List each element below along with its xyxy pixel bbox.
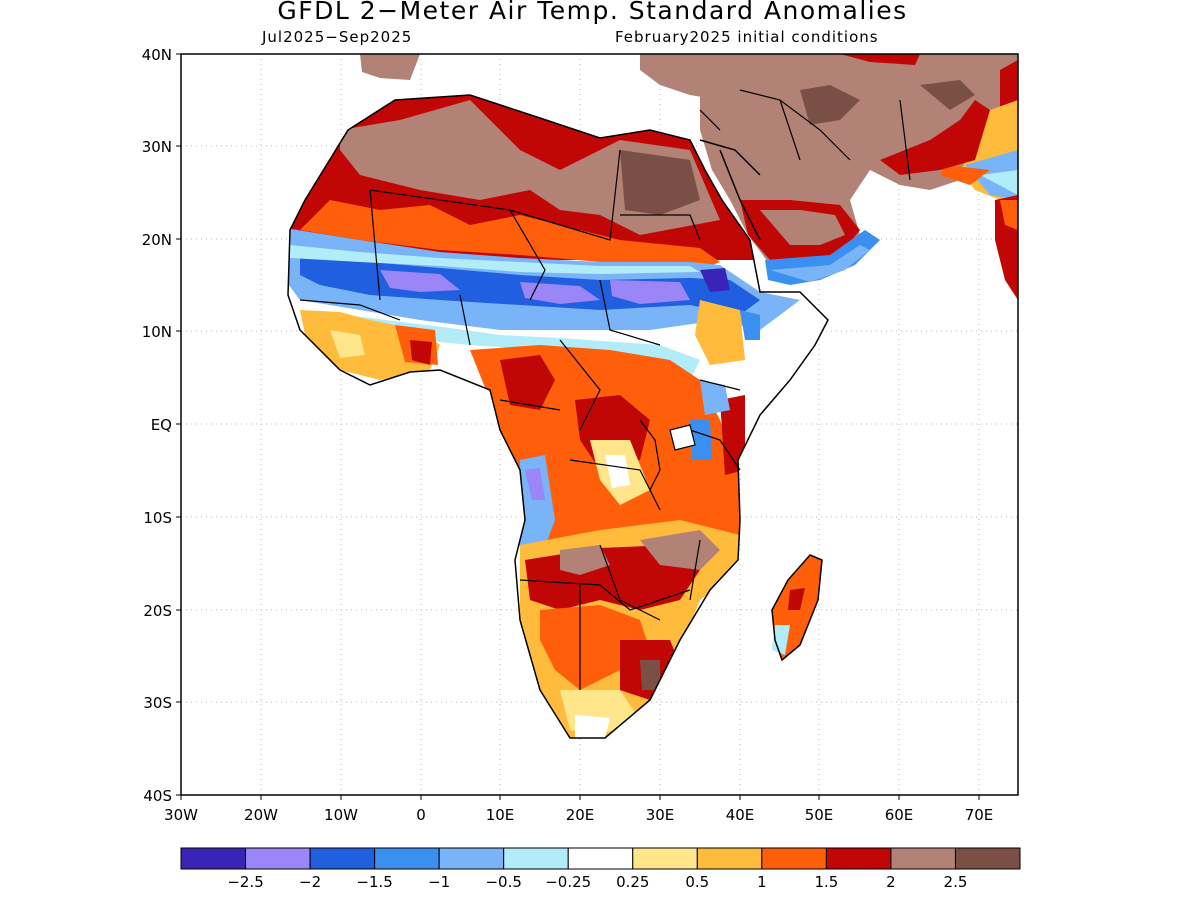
colorbar-swatch	[696, 847, 763, 870]
initial-conditions: February2025 initial conditions	[615, 28, 879, 46]
lat-label: 10S	[143, 509, 172, 527]
colorbar-label: −1	[428, 873, 450, 891]
lon-label: 10W	[324, 806, 358, 824]
colorbar-swatch	[954, 847, 1021, 870]
colorbar-label: −0.25	[545, 873, 591, 891]
lon-label: 40E	[726, 806, 755, 824]
lon-label: 60E	[885, 806, 914, 824]
lon-label: 70E	[965, 806, 994, 824]
colorbar-swatch	[438, 847, 505, 870]
colorbar-label: −2	[299, 873, 321, 891]
lat-label: 20S	[143, 602, 172, 620]
colorbar-label: 0.25	[616, 873, 649, 891]
colorbar-swatch	[180, 847, 247, 870]
lat-label: EQ	[151, 416, 172, 434]
lon-label: 20E	[566, 806, 595, 824]
lon-label: 20W	[244, 806, 278, 824]
colorbar-swatch	[309, 847, 376, 870]
lat-label: 10N	[142, 323, 172, 341]
lat-label: 20N	[142, 231, 172, 249]
lon-label: 10E	[486, 806, 515, 824]
forecast-period: Jul2025−Sep2025	[262, 28, 413, 46]
country-borders	[299, 89, 911, 690]
lon-label: 30E	[646, 806, 675, 824]
colorbar-swatch	[503, 847, 569, 870]
colorbar-label: −1.5	[356, 873, 392, 891]
colorbar-label: 2.5	[944, 873, 968, 891]
colorbar-label: 2	[886, 873, 896, 891]
chart-title: GFDL 2−Meter Air Temp. Standard Anomalie…	[277, 0, 908, 25]
colorbar-label: 1	[757, 873, 767, 891]
africa-anomalies	[288, 95, 800, 738]
lat-label: 40N	[142, 46, 172, 64]
lat-label: 30S	[143, 694, 172, 712]
colorbar-swatch	[761, 847, 827, 870]
colorbar-swatch	[825, 847, 892, 870]
colorbar-swatch	[632, 847, 698, 870]
colorbar-legend	[180, 847, 1021, 870]
lon-label: 30W	[164, 806, 198, 824]
colorbar-swatch	[567, 847, 634, 870]
colorbar-label: 1.5	[814, 873, 838, 891]
colorbar-labels: −2.5 −2 −1.5 −1 −0.5 −0.25 0.25 0.5 1 1.5 2 2.5	[227, 873, 967, 891]
colorbar-label: −2.5	[227, 873, 263, 891]
lat-label: 30N	[142, 138, 172, 156]
colorbar-label: 0.5	[685, 873, 709, 891]
lat-label: 40S	[143, 787, 172, 805]
colorbar-label: −0.5	[485, 873, 521, 891]
lon-labels: 30W 20W 10W 0 10E 20E 30E 40E 50E 60E 70…	[164, 806, 993, 824]
lon-label: 50E	[805, 806, 834, 824]
colorbar-swatch	[890, 847, 956, 870]
colorbar-swatch	[374, 847, 440, 870]
colorbar-swatch	[245, 847, 311, 870]
lat-labels: 40N 30N 20N 10N EQ 10S 20S 30S 40S	[142, 46, 172, 805]
axis-ticks	[176, 53, 980, 800]
lon-label: 0	[416, 806, 426, 824]
